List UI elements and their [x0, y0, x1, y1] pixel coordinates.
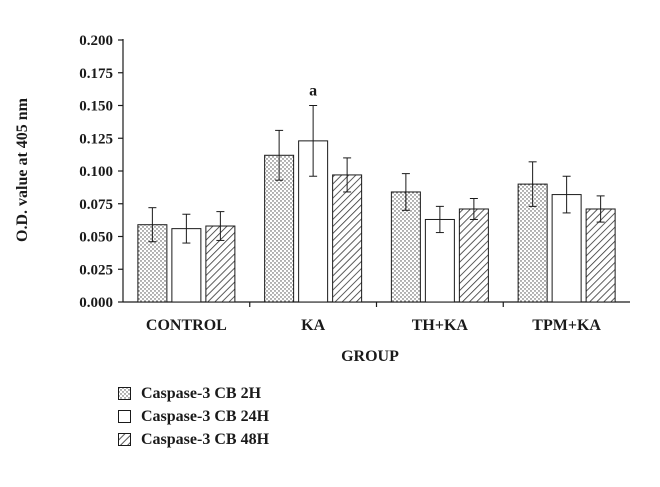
y-tick-label: 0.050	[79, 230, 113, 246]
legend-item-24h: Caspase-3 CB 24H	[118, 405, 269, 428]
y-tick-label: 0.175	[79, 66, 113, 82]
legend: Caspase-3 CB 2H Caspase-3 CB 24H Caspase…	[118, 382, 269, 451]
x-tick-label: TPM+KA	[532, 317, 601, 334]
bar	[332, 174, 363, 303]
bar	[137, 224, 168, 303]
legend-label: Caspase-3 CB 2H	[141, 384, 262, 402]
y-tick-label: 0.200	[79, 33, 113, 49]
x-tick-label: KA	[301, 317, 325, 334]
legend-label: Caspase-3 CB 48H	[141, 430, 270, 448]
y-tick-label: 0.150	[79, 99, 113, 115]
legend-label: Caspase-3 CB 24H	[141, 407, 270, 425]
y-tick-label: 0.000	[79, 295, 113, 311]
legend-item-2h: Caspase-3 CB 2H	[118, 382, 269, 405]
y-tick-label: 0.025	[79, 262, 113, 278]
y-tick-label: 0.100	[79, 164, 113, 180]
legend-item-48h: Caspase-3 CB 48H	[118, 428, 269, 451]
bar	[585, 208, 616, 303]
bar	[458, 208, 489, 303]
plot-area: 0.000 0.025 0.050 0.075 0.100 0.125 0.150 0.175…	[79, 33, 630, 334]
bar	[171, 228, 202, 303]
dots-pattern-swatch	[118, 387, 131, 400]
y-tick-label: 0.125	[79, 131, 113, 147]
significance-annotation: a	[309, 83, 317, 100]
hatch-pattern-swatch	[118, 433, 131, 446]
plain-swatch	[118, 410, 131, 423]
x-tick-label: TH+KA	[412, 317, 469, 334]
y-axis-label: O.D. value at 405 nm	[14, 97, 31, 242]
x-tick-label: CONTROL	[146, 317, 227, 334]
x-axis-label: GROUP	[341, 348, 399, 365]
y-tick-label: 0.075	[79, 197, 113, 213]
